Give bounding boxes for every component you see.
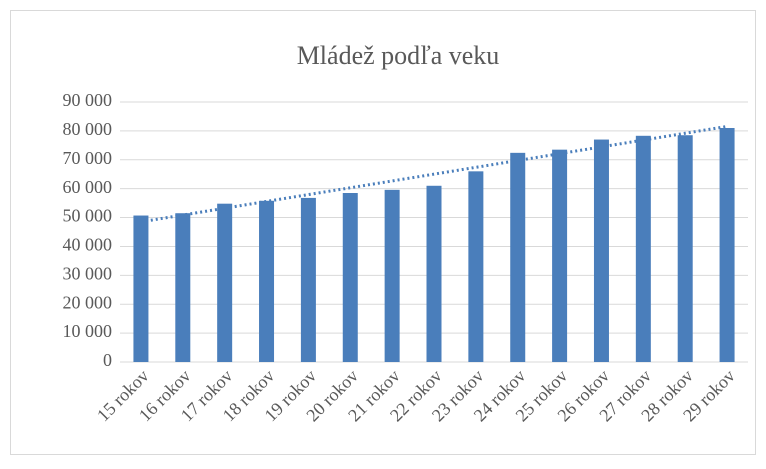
- bar: [593, 139, 609, 362]
- chart-title: Mládež podľa veku: [297, 41, 500, 70]
- bar: [133, 215, 149, 362]
- bar: [426, 185, 442, 362]
- trendline: [140, 124, 728, 224]
- bar: [342, 193, 358, 362]
- y-tick-label: 40 000: [63, 235, 113, 255]
- y-tick-label: 70 000: [63, 148, 113, 168]
- bar: [217, 203, 233, 362]
- y-tick-label: 50 000: [63, 206, 113, 226]
- bar: [259, 200, 275, 362]
- bar: [510, 152, 526, 362]
- bar: [552, 149, 568, 362]
- y-tick-label: 10 000: [63, 321, 113, 341]
- bar: [300, 197, 316, 362]
- bar: [635, 135, 651, 362]
- y-tick-label: 30 000: [63, 263, 113, 283]
- y-tick-label: 0: [103, 350, 112, 370]
- y-tick-label: 60 000: [63, 177, 113, 197]
- bar: [468, 171, 484, 362]
- bar: [175, 213, 191, 362]
- y-tick-label: 80 000: [63, 119, 113, 139]
- bar: [719, 128, 735, 362]
- bar: [677, 135, 693, 362]
- bar: [384, 189, 400, 362]
- y-tick-label: 20 000: [63, 292, 113, 312]
- y-tick-label: 90 000: [63, 90, 113, 110]
